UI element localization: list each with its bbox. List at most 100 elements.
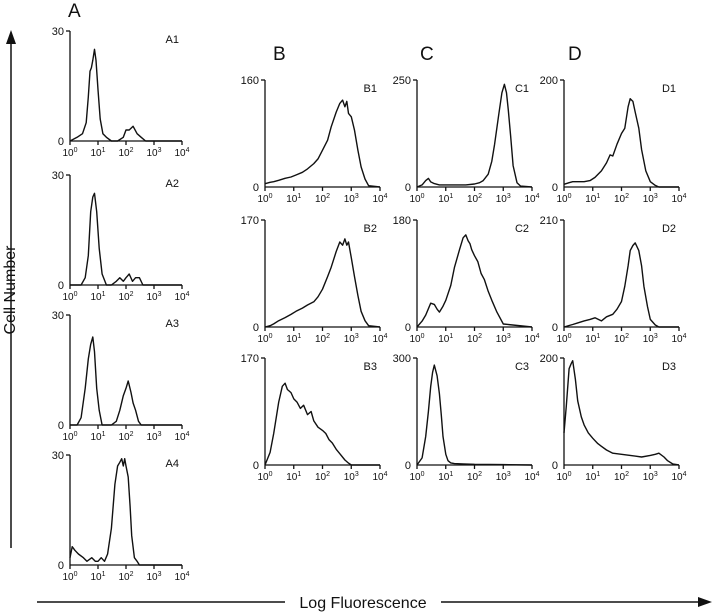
panel-a4-xtick-label-3: 103 — [146, 571, 161, 583]
panel-d3-xtick-label-3: 103 — [643, 471, 658, 483]
column-label-d: D — [568, 44, 582, 65]
panel-c1-xtick-label-0: 100 — [409, 193, 424, 205]
y-axis-title: Cell Number — [2, 245, 19, 335]
panel-c3-ytick-label-top: 300 — [393, 353, 411, 365]
panel-b2-title: B2 — [364, 223, 377, 235]
panel-a1-xtick-label-0: 100 — [62, 147, 77, 159]
panel-b1-xtick-label-1: 101 — [286, 193, 301, 205]
panel-d2-xtick-label-4: 104 — [671, 333, 686, 345]
panel-b2-ytick-label-zero: 0 — [253, 322, 259, 334]
panel-c2-ytick-label-top: 180 — [393, 215, 411, 227]
panel-c3-xtick-label-4: 104 — [524, 471, 539, 483]
panel-c1-ytick-label-zero: 0 — [405, 182, 411, 194]
panel-b1-xtick-label-3: 103 — [344, 193, 359, 205]
panel-a2-title: A2 — [166, 178, 179, 190]
x-axis-arrowhead-icon — [698, 597, 712, 607]
panel-a3-title: A3 — [166, 318, 179, 330]
panel-a3-xtick-label-1: 101 — [90, 431, 105, 443]
panel-a1-ytick-label-zero: 0 — [58, 136, 64, 148]
panel-a1-xtick-label-1: 101 — [90, 147, 105, 159]
panel-d1-histogram-line — [563, 97, 679, 188]
panel-a1-xtick-label-4: 104 — [174, 147, 189, 159]
panel-a4-xtick-label-0: 100 — [62, 571, 77, 583]
panel-d2-histogram-line — [563, 242, 679, 328]
panel-c1-histogram-line — [416, 83, 533, 188]
panel-b1-xtick-label-2: 102 — [315, 193, 330, 205]
panel-a2-xtick-label-1: 101 — [90, 291, 105, 303]
panel-d1-ytick-label-zero: 0 — [552, 182, 558, 194]
panel-b1-ytick-label-zero: 0 — [253, 182, 259, 194]
panel-d3-ytick-label-top: 200 — [540, 353, 558, 365]
panel-c2-histogram-line — [416, 234, 533, 328]
panel-a4-histogram-line — [69, 458, 182, 566]
panel-a1-xtick-label-3: 103 — [146, 147, 161, 159]
panel-a4-xtick-label-4: 104 — [174, 571, 189, 583]
y-axis-arrowhead-icon — [6, 30, 16, 44]
panel-a1-ytick-label-top: 30 — [52, 26, 64, 38]
panel-d2-xtick-label-1: 101 — [585, 333, 600, 345]
panel-c2-xtick-label-1: 101 — [438, 333, 453, 345]
panel-b1-xtick-label-0: 100 — [257, 193, 272, 205]
panel-c3-xtick-label-2: 102 — [467, 471, 482, 483]
panel-b2-histogram-line — [264, 238, 381, 328]
panel-a1-title: A1 — [166, 34, 179, 46]
panel-c3-xtick-label-0: 100 — [409, 471, 424, 483]
panel-d1-xtick-label-3: 103 — [643, 193, 658, 205]
panel-b2-ytick-label-top: 170 — [241, 215, 259, 227]
panel-d3-xtick-label-2: 102 — [614, 471, 629, 483]
panel-d1-xtick-label-0: 100 — [556, 193, 571, 205]
panel-d2-xtick-label-0: 100 — [556, 333, 571, 345]
panel-d3-xtick-label-4: 104 — [671, 471, 686, 483]
panel-a1-xtick-label-2: 102 — [118, 147, 133, 159]
panel-a3-ytick-label-zero: 0 — [58, 420, 64, 432]
panel-c3-histogram-line — [416, 364, 533, 466]
panel-c2-xtick-label-4: 104 — [524, 333, 539, 345]
panel-b3-xtick-label-1: 101 — [286, 471, 301, 483]
panel-a2-histogram-line — [70, 192, 182, 286]
panel-c2-ytick-label-zero: 0 — [405, 322, 411, 334]
panel-a2-xtick-label-4: 104 — [174, 291, 189, 303]
panel-d1-xtick-label-2: 102 — [614, 193, 629, 205]
panel-b1-ytick-label-top: 160 — [241, 75, 259, 87]
panel-a4-ytick-label-top: 30 — [52, 450, 64, 462]
panel-d1-xtick-label-1: 101 — [585, 193, 600, 205]
column-label-c: C — [420, 44, 434, 65]
panel-a4-xtick-label-2: 102 — [118, 571, 133, 583]
panel-d2-ytick-label-top: 210 — [540, 215, 558, 227]
panel-d3-xtick-label-1: 101 — [585, 471, 600, 483]
panel-c1-title: C1 — [515, 83, 529, 95]
panel-c2-xtick-label-3: 103 — [496, 333, 511, 345]
panel-c3-title: C3 — [515, 361, 529, 373]
panel-b2-xtick-label-0: 100 — [257, 333, 272, 345]
panel-b1-xtick-label-4: 104 — [372, 193, 387, 205]
panel-b1-histogram-line — [264, 99, 381, 188]
panel-c1-xtick-label-1: 101 — [438, 193, 453, 205]
panel-a3-ytick-label-top: 30 — [52, 310, 64, 322]
panel-a3-xtick-label-3: 103 — [146, 431, 161, 443]
panel-c2-title: C2 — [515, 223, 529, 235]
panel-b3-ytick-label-zero: 0 — [253, 460, 259, 472]
panel-d2-xtick-label-3: 103 — [643, 333, 658, 345]
panel-d1-xtick-label-4: 104 — [671, 193, 686, 205]
panel-a4-title: A4 — [166, 458, 179, 470]
panel-c1-ytick-label-top: 250 — [393, 75, 411, 87]
panel-b3-xtick-label-2: 102 — [315, 471, 330, 483]
panel-a2-ytick-label-zero: 0 — [58, 280, 64, 292]
panel-b3-xtick-label-3: 103 — [344, 471, 359, 483]
panel-a2-ytick-label-top: 30 — [52, 170, 64, 182]
panel-b2-xtick-label-1: 101 — [286, 333, 301, 345]
panel-d1-ytick-label-top: 200 — [540, 75, 558, 87]
panel-d3-xtick-label-0: 100 — [556, 471, 571, 483]
panel-b1-title: B1 — [364, 83, 377, 95]
